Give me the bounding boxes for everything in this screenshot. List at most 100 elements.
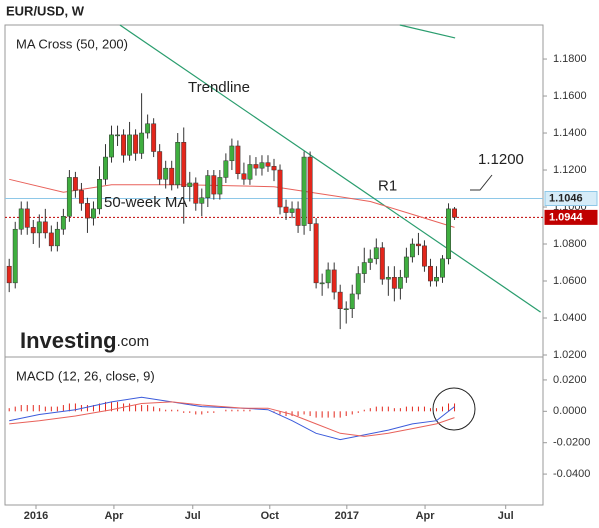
- candle-body: [343, 308, 349, 311]
- y-tick-label: 1.0400: [553, 312, 587, 324]
- y-tick-label: 1.1800: [553, 53, 587, 65]
- candle-body: [295, 208, 301, 226]
- highlight-circle: [432, 387, 476, 431]
- candle-body: [54, 228, 60, 247]
- x-tick-label: Apr: [104, 510, 124, 522]
- candle-body: [199, 197, 205, 204]
- candle-body: [446, 208, 451, 260]
- candle-body: [78, 190, 84, 204]
- candle-body: [331, 269, 337, 293]
- candle-body: [157, 151, 163, 180]
- candle-body: [42, 221, 48, 234]
- candle-body: [175, 142, 181, 186]
- candle-body: [440, 258, 445, 278]
- candle-body: [36, 221, 42, 234]
- y-tick-label: 1.0800: [553, 238, 587, 250]
- candle-body: [121, 134, 127, 156]
- candle-body: [452, 208, 457, 218]
- candle-body: [434, 277, 439, 282]
- candle-body: [169, 167, 175, 186]
- candle-body: [109, 134, 114, 158]
- plot-frame: [4, 24, 544, 506]
- trendline: [119, 24, 541, 313]
- candle-body: [60, 216, 66, 230]
- y-tick-label: 0.0000: [553, 405, 587, 417]
- y-tick-label: 1.1400: [553, 127, 587, 139]
- candle-body: [403, 256, 409, 278]
- candle-body: [241, 173, 247, 180]
- candle-body: [103, 156, 108, 180]
- price-tag: [544, 191, 598, 207]
- candle-body: [277, 169, 283, 208]
- x-tick-label: 2017: [335, 510, 359, 522]
- candle-body: [259, 162, 265, 169]
- y-tick-label: 1.0200: [553, 349, 587, 361]
- candle-body: [217, 177, 223, 195]
- candle-body: [151, 123, 157, 152]
- candle-body: [30, 227, 36, 234]
- candle-body: [247, 164, 253, 180]
- y-tick-label: 1.0600: [553, 275, 587, 287]
- trendline: [399, 24, 456, 39]
- candle-body: [229, 145, 235, 162]
- annotation: 1.1200: [478, 151, 524, 168]
- candle-body: [211, 175, 217, 195]
- candle-body: [289, 208, 295, 213]
- candle-body: [127, 134, 133, 156]
- candle-body: [66, 177, 72, 217]
- chart-title: EUR/USD, W: [6, 3, 85, 18]
- candle-body: [319, 282, 325, 285]
- candle-body: [223, 160, 229, 178]
- trendline-label: Trendline: [188, 79, 250, 96]
- macd-line: [9, 401, 455, 437]
- x-tick-label: Jul: [185, 510, 201, 522]
- candle-body: [337, 291, 343, 310]
- candle-body: [187, 182, 193, 187]
- candle-body: [391, 277, 397, 289]
- candle-body: [415, 243, 421, 247]
- y-tick-label: 1.1200: [553, 164, 587, 176]
- candle-body: [12, 228, 18, 284]
- candle-body: [48, 232, 54, 247]
- ma-label: 50-week MA: [104, 194, 187, 211]
- candle-body: [301, 156, 307, 226]
- candle-body: [361, 262, 367, 274]
- candle-body: [181, 142, 187, 187]
- x-tick-label: Oct: [261, 510, 280, 522]
- candle-body: [313, 223, 319, 284]
- candle-body: [428, 265, 433, 282]
- candle-body: [373, 247, 379, 260]
- candle-body: [265, 162, 271, 167]
- candle-body: [145, 123, 151, 134]
- candle-body: [18, 208, 24, 230]
- candle-body: [253, 164, 259, 169]
- x-tick-label: 2016: [24, 510, 48, 522]
- ma-line: [9, 178, 455, 228]
- target-marker: [470, 174, 493, 191]
- candle-body: [72, 177, 78, 191]
- candle-body: [355, 273, 361, 295]
- price-tag: [544, 209, 598, 225]
- y-tick-label: 1.1600: [553, 90, 587, 102]
- macd-title: MACD (12, 26, close, 9): [16, 368, 155, 383]
- chart-subtitle: MA Cross (50, 200): [16, 36, 128, 51]
- candle-body: [163, 167, 169, 180]
- candle-body: [307, 156, 313, 224]
- candle-body: [325, 269, 331, 284]
- candle-body: [24, 208, 30, 228]
- candle-body: [283, 206, 289, 213]
- x-tick-label: Jul: [498, 510, 514, 522]
- logo-name: Investing: [20, 328, 117, 353]
- candle-body: [397, 277, 403, 289]
- candle-body: [193, 182, 199, 204]
- candle-body: [205, 175, 211, 199]
- y-tick-label: -0.0200: [553, 437, 590, 449]
- x-tick-label: Apr: [416, 510, 436, 522]
- logo: Investing.com: [20, 328, 149, 353]
- candle-body: [385, 277, 391, 280]
- price-tag-label: 1.0944: [549, 211, 584, 223]
- macd-line: [9, 396, 455, 441]
- candle-body: [421, 245, 427, 267]
- candle-body: [91, 208, 96, 219]
